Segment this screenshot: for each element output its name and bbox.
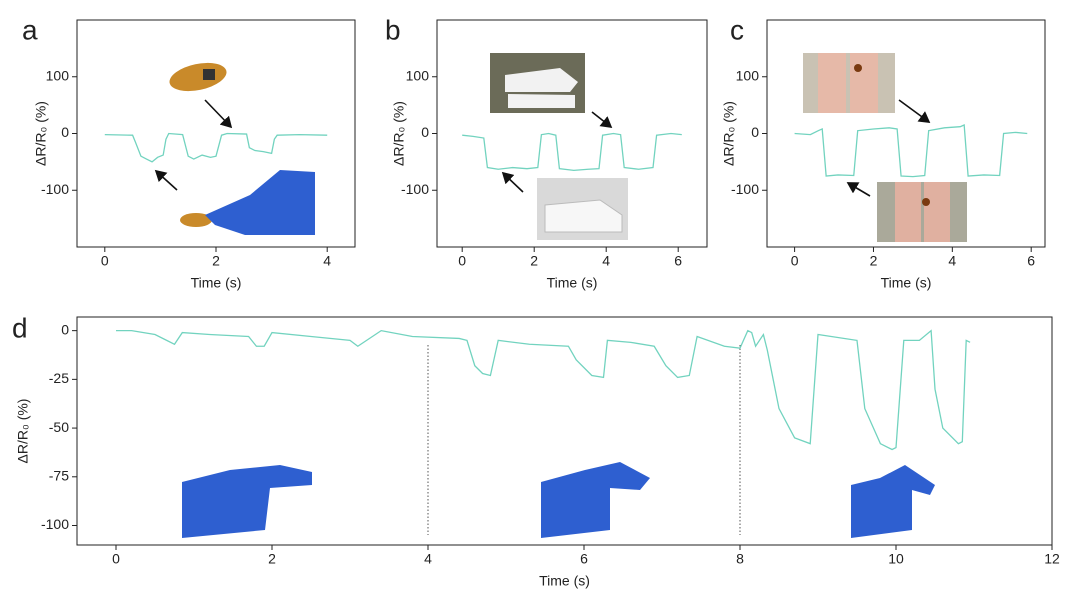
panel-label: c: [730, 14, 744, 45]
x-tick-label: 6: [674, 253, 682, 269]
y-tick-label: 0: [61, 321, 69, 337]
y-axis-label: ΔR/R₀ (%): [15, 399, 31, 464]
x-tick-label: 2: [212, 253, 220, 269]
x-axis-label: Time (s): [881, 275, 932, 291]
y-tick-label: -100: [401, 181, 429, 197]
x-tick-label: 6: [1027, 253, 1035, 269]
panel-label: d: [12, 312, 28, 343]
x-axis-label: Time (s): [547, 275, 598, 291]
y-axis-label: ΔR/R₀ (%): [391, 101, 407, 166]
data-line: [116, 329, 971, 451]
x-tick-label: 8: [736, 551, 744, 567]
photo-shoes-2: [537, 178, 628, 240]
data-line: [462, 132, 682, 172]
data-line: [794, 124, 1028, 178]
y-tick-label: -75: [49, 467, 69, 483]
y-tick-label: 0: [421, 124, 429, 140]
x-tick-label: 10: [888, 551, 904, 567]
x-tick-label: 0: [112, 551, 120, 567]
x-tick-label: 4: [948, 253, 956, 269]
data-line: [104, 132, 328, 163]
y-axis-label: ΔR/R₀ (%): [33, 101, 49, 166]
y-tick-label: 0: [61, 124, 69, 140]
x-tick-label: 6: [580, 551, 588, 567]
y-tick-label: -100: [41, 181, 69, 197]
panel-label: a: [22, 14, 38, 45]
photo-hands: [182, 462, 935, 538]
x-tick-label: 4: [323, 253, 331, 269]
y-tick-label: 100: [406, 67, 430, 83]
x-tick-label: 0: [791, 253, 799, 269]
x-tick-label: 0: [101, 253, 109, 269]
y-tick-label: -100: [41, 516, 69, 532]
y-axis-label: ΔR/R₀ (%): [721, 101, 737, 166]
x-tick-label: 2: [870, 253, 878, 269]
x-axis-label: Time (s): [191, 275, 242, 291]
x-axis-label: Time (s): [539, 573, 590, 589]
arrows: [154, 99, 931, 197]
x-tick-label: 2: [268, 551, 276, 567]
photo-shoes-1: [490, 53, 585, 113]
photo-chip: [169, 62, 227, 92]
photo-glove: [180, 170, 315, 235]
photo-knees-1: [803, 53, 895, 113]
x-tick-label: 4: [602, 253, 610, 269]
y-tick-label: 100: [736, 67, 760, 83]
photo-knees-2: [877, 182, 967, 242]
y-tick-label: -50: [49, 419, 69, 435]
x-tick-label: 4: [424, 551, 432, 567]
y-tick-label: 0: [751, 124, 759, 140]
y-tick-label: -25: [49, 370, 69, 386]
x-tick-label: 0: [458, 253, 466, 269]
x-tick-label: 2: [530, 253, 538, 269]
plot-frame: [76, 316, 1053, 546]
x-tick-label: 12: [1044, 551, 1060, 567]
y-tick-label: -100: [731, 181, 759, 197]
panel-label: b: [385, 14, 401, 45]
y-tick-label: 100: [46, 67, 70, 83]
